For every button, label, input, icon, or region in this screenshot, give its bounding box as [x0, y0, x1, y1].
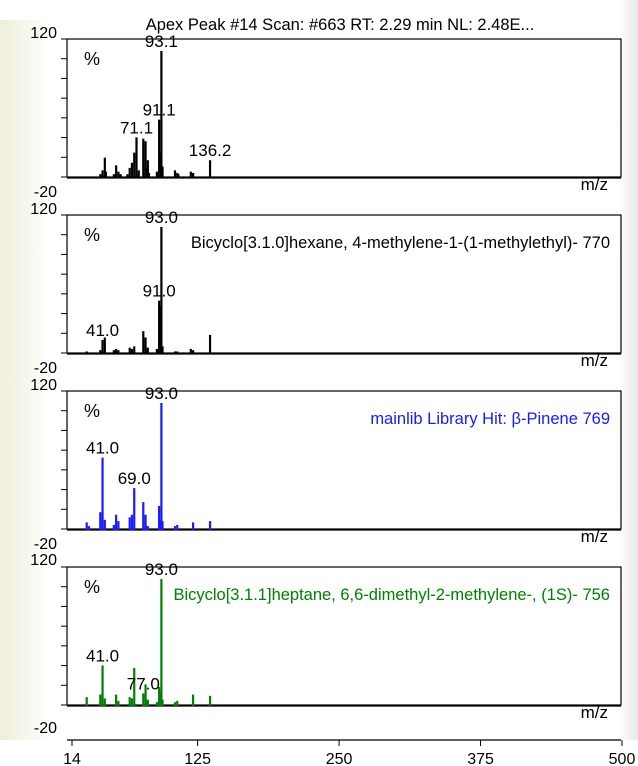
- peak-annotation: 71.1: [120, 118, 153, 137]
- x-unit-label: m/z: [581, 175, 608, 194]
- panel-frame: [66, 566, 622, 706]
- peak-group: [85, 579, 212, 706]
- y-tick-label-top: 120: [30, 552, 57, 569]
- spectra-panels: 120-20%m/z93.191.171.1136.2120-20%m/zBic…: [30, 25, 622, 737]
- peak-annotation: 93.0: [145, 384, 178, 403]
- x-tick-label: 375: [467, 751, 494, 766]
- peak-annotation: 77.0: [127, 674, 160, 693]
- y-tick-label-bottom: -20: [34, 360, 57, 377]
- x-unit-label: m/z: [581, 351, 608, 370]
- x-tick-label: 14: [63, 751, 81, 766]
- peak-annotation: 41.0: [86, 321, 119, 340]
- library-hit-label: Bicyclo[3.1.1]heptane, 6,6-dimethyl-2-me…: [173, 586, 610, 604]
- peak-group: [85, 403, 212, 530]
- peak-annotation: 93.1: [145, 32, 178, 51]
- y-tick-label-bottom: -20: [34, 536, 57, 553]
- library-hit-label: mainlib Library Hit: β-Pinene 769: [370, 410, 610, 428]
- spectrum-panel-3: 120 -20% m/z mainlib Library Hit: β-Pinene …: [30, 377, 622, 553]
- panel-frame: [66, 214, 622, 354]
- peak-annotation: 93.0: [145, 560, 178, 579]
- x-unit-label: m/z: [581, 527, 608, 546]
- y-tick-label-bottom: -20: [34, 184, 57, 201]
- spectrum-panel-4: 120 -20% m/z Bicyclo[3.1.1]heptane, 6,6-dim…: [30, 552, 622, 737]
- peak-annotation: 91.0: [143, 282, 176, 301]
- percent-label: %: [84, 225, 100, 245]
- x-unit-label: m/z: [581, 703, 608, 722]
- peak-annotation: 93.0: [145, 208, 178, 227]
- background-gradient-right: [618, 0, 638, 740]
- x-tick-label: 125: [184, 751, 211, 766]
- percent-label: %: [84, 401, 100, 421]
- y-tick-label-top: 120: [30, 377, 57, 394]
- y-tick-label-bottom: -20: [34, 720, 57, 737]
- panel-frame: [66, 390, 622, 530]
- x-tick-label: 500: [609, 751, 636, 766]
- peak-annotation: 91.1: [143, 101, 176, 120]
- x-axis: 14 125 250 375 500: [63, 739, 636, 766]
- peak-annotation: 136.2: [189, 141, 232, 160]
- library-hit-label: Bicyclo[3.1.0]hexane, 4-methylene-1-(1-m…: [191, 234, 610, 252]
- panel-frame: [66, 38, 622, 178]
- peak-annotation: 41.0: [86, 646, 119, 665]
- percent-label: %: [84, 49, 100, 69]
- x-tick-label: 250: [326, 751, 353, 766]
- spectrum-panel-2: 120 -20% m/z Bicyclo[3.1.0]hexane, 4-methyl…: [30, 201, 622, 377]
- chart-title: Apex Peak #14 Scan: #663 RT: 2.29 min NL…: [146, 16, 535, 34]
- peak-group: [85, 227, 212, 354]
- y-tick-label-top: 120: [30, 201, 57, 218]
- percent-label: %: [84, 577, 100, 597]
- background-gradient-left: [0, 20, 52, 740]
- spectrum-panel-1: 120 -20% m/z 93.1 91.171.1 136.2: [30, 25, 622, 201]
- peak-annotation: 69.0: [118, 469, 151, 488]
- peak-group: [99, 51, 212, 178]
- peak-annotation: 41.0: [86, 439, 119, 458]
- y-tick-label-top: 120: [30, 25, 57, 42]
